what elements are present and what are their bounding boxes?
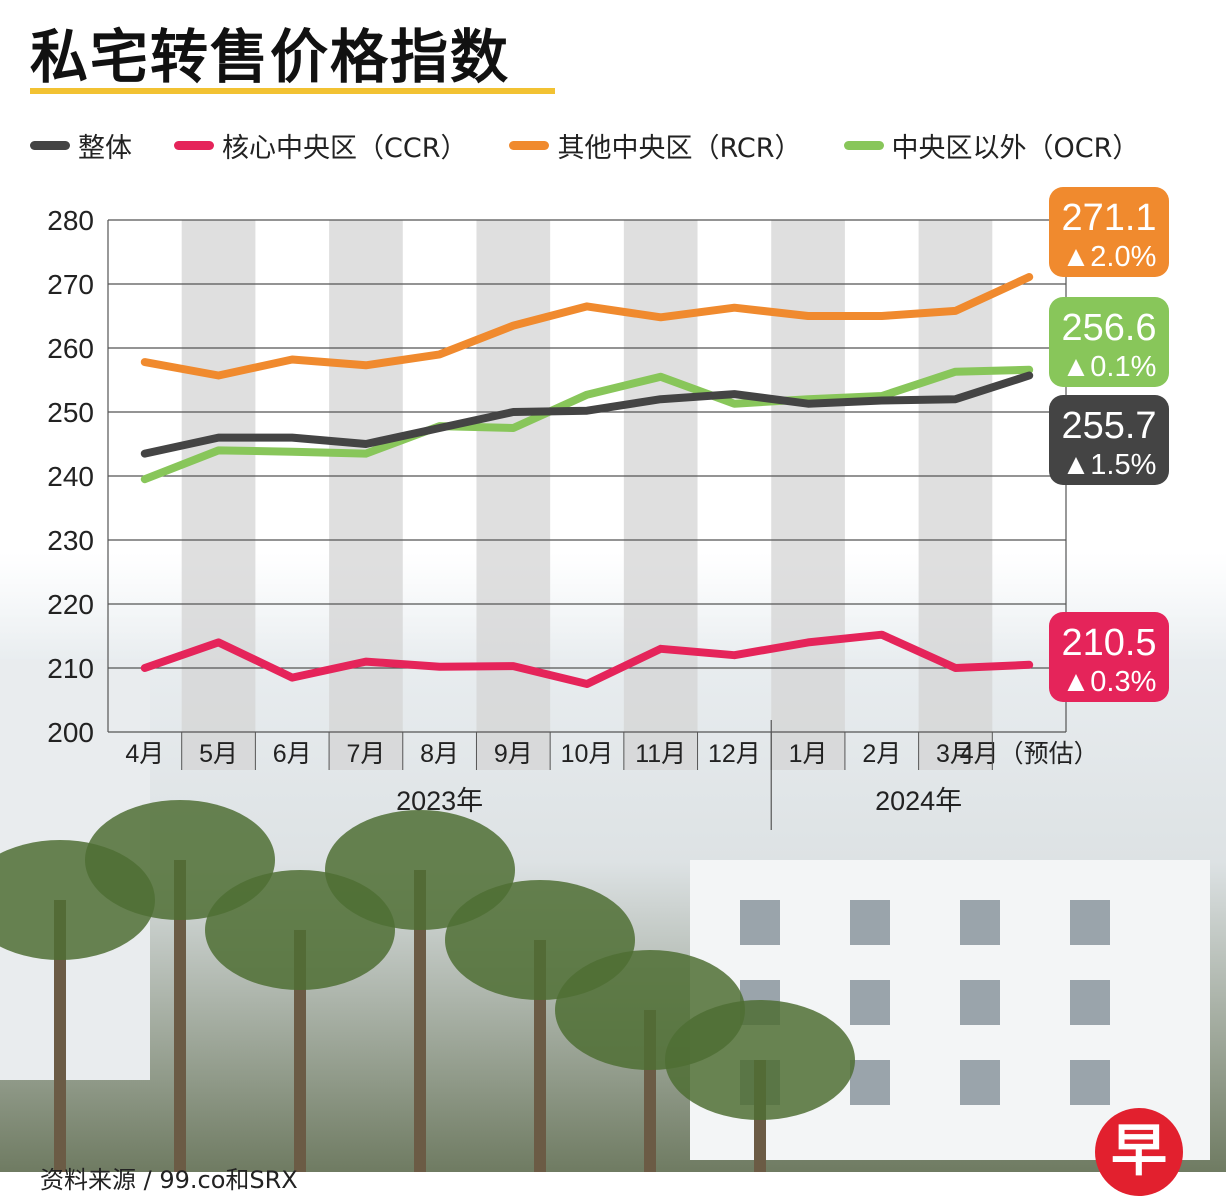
year-label: 2023年	[396, 786, 483, 816]
legend-item-rcr: 其他中央区（RCR）	[509, 126, 802, 165]
legend-label-ccr: 核心中央区（CCR）	[222, 133, 468, 164]
end-change-label: ▲0.3%	[1062, 666, 1157, 698]
legend-item-overall: 整体	[30, 126, 132, 165]
y-tick-label: 230	[47, 525, 94, 556]
x-tick-label: 1月	[789, 740, 828, 768]
end-label-box	[1049, 395, 1169, 485]
end-label-ccr: 210.5▲0.3%	[1049, 612, 1169, 702]
end-change-label: ▲0.1%	[1062, 351, 1157, 383]
column-band	[181, 220, 256, 770]
x-tick-label: 6月	[273, 740, 312, 768]
zaobao-logo: 早	[1095, 1108, 1183, 1196]
series-lines	[140, 273, 1034, 688]
source-note: 资料来源 / 99.co和SRX	[40, 1166, 298, 1194]
y-tick-label: 270	[47, 269, 94, 300]
x-tick-label: 7月	[346, 740, 385, 768]
building-window	[740, 900, 780, 945]
x-tick-label: 4月	[125, 740, 164, 768]
legend-swatch-ccr	[174, 141, 214, 150]
end-change-label: ▲1.5%	[1062, 449, 1157, 481]
column-band	[476, 220, 551, 770]
x-tick-label: 10月	[561, 740, 614, 768]
building-window	[850, 1060, 890, 1105]
end-label-ocr: 256.6▲0.1%	[1049, 297, 1169, 387]
end-label-overall: 255.7▲1.5%	[1049, 395, 1169, 485]
column-band	[623, 220, 698, 770]
y-tick-label: 210	[47, 653, 94, 684]
palm-canopy	[85, 800, 275, 920]
building-window	[960, 1060, 1000, 1105]
end-label-box	[1049, 612, 1169, 702]
building-window	[1070, 900, 1110, 945]
end-value-label: 255.7	[1061, 405, 1156, 447]
series-line-ocr	[140, 365, 1034, 484]
building-window	[960, 900, 1000, 945]
palm-trunk	[414, 870, 426, 1172]
x-tick-label: 11月	[635, 740, 686, 768]
palm-trunk	[54, 900, 66, 1172]
y-tick-label: 260	[47, 333, 94, 364]
legend-label-rcr: 其他中央区（RCR）	[557, 133, 802, 164]
legend-item-ocr: 中央区以外（OCR）	[843, 126, 1140, 165]
legend: 整体 核心中央区（CCR） 其他中央区（RCR） 中央区以外（OCR）	[30, 126, 1139, 165]
end-labels: 255.7▲1.5% 210.5▲0.3% 271.1▲2.0% 256.6▲0.1%	[1049, 187, 1169, 702]
building-window	[850, 900, 890, 945]
legend-swatch-overall	[30, 141, 70, 150]
end-value-label: 271.1	[1061, 197, 1156, 239]
year-label: 2024年	[875, 786, 962, 816]
end-label-box	[1049, 297, 1169, 387]
x-tick-label: 3月	[936, 740, 975, 768]
x-tick-label: 8月	[420, 740, 459, 768]
chart-title: 私宅转售价格指数	[30, 23, 511, 91]
building-window	[1070, 980, 1110, 1025]
column-band	[329, 220, 403, 770]
legend-label-ocr: 中央区以外（OCR）	[891, 133, 1140, 164]
legend-swatch-ocr	[843, 141, 884, 150]
end-label-box	[1049, 187, 1169, 277]
legend-label-overall: 整体	[78, 133, 132, 164]
building-window	[960, 980, 1000, 1025]
legend-swatch-rcr	[509, 141, 550, 150]
x-tick-label: 2月	[862, 740, 901, 768]
title-underline	[30, 88, 555, 94]
grid-lines	[108, 219, 1066, 733]
y-tick-label: 250	[47, 397, 94, 428]
palm-trunk	[174, 860, 186, 1172]
end-value-label: 210.5	[1061, 622, 1156, 664]
series-line-overall	[140, 371, 1034, 458]
end-label-rcr: 271.1▲2.0%	[1049, 187, 1169, 277]
y-tick-label: 240	[47, 461, 94, 492]
column-band	[771, 220, 845, 770]
x-tick-label: 9月	[494, 740, 533, 768]
series-line-ccr	[140, 630, 1034, 688]
series-line-rcr	[140, 273, 1034, 380]
legend-item-ccr: 核心中央区（CCR）	[174, 126, 467, 165]
building-window	[1070, 1060, 1110, 1105]
building-window	[850, 980, 890, 1025]
background-scene	[0, 552, 1226, 1172]
x-tick-label: 12月	[708, 740, 761, 768]
x-tick-label: 5月	[199, 740, 238, 768]
end-change-label: ▲2.0%	[1062, 241, 1157, 273]
end-value-label: 256.6	[1061, 307, 1156, 349]
y-tick-label: 220	[47, 589, 94, 620]
palm-trunk	[294, 930, 306, 1172]
palm-canopy	[665, 1000, 855, 1120]
y-tick-label: 280	[47, 205, 94, 236]
x-tick-label: 4月（预估）	[960, 740, 1099, 768]
y-tick-label: 200	[47, 717, 94, 748]
palm-canopy	[325, 810, 515, 930]
